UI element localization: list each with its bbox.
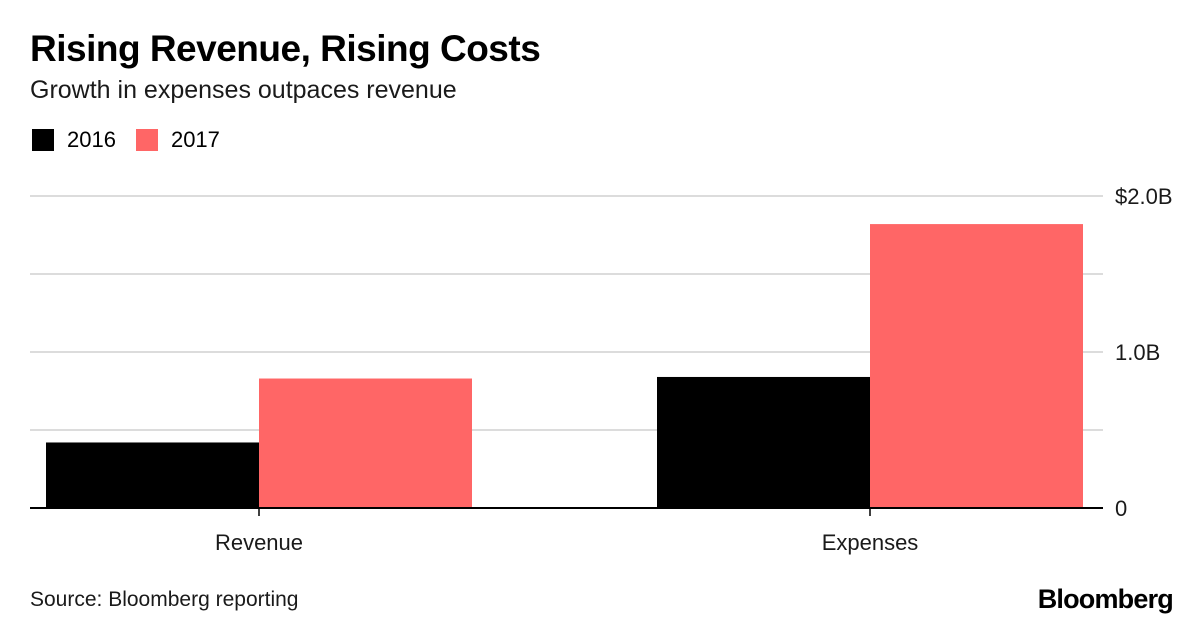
legend-label-2016: 2016 — [67, 127, 116, 152]
bar-2016-revenue — [46, 442, 259, 508]
bar-2017-expenses — [870, 224, 1083, 508]
legend-item-2016: 2016 — [32, 127, 116, 153]
x-tick-label-expenses: Expenses — [822, 530, 919, 555]
bar-2016-expenses — [657, 376, 870, 508]
chart-title: Rising Revenue, Rising Costs — [30, 28, 541, 69]
legend-swatch-2016 — [32, 129, 54, 151]
y-tick-label-2: $2.0B — [1115, 184, 1173, 209]
source-note: Source: Bloomberg reporting — [30, 588, 299, 611]
bloomberg-logo: Bloomberg — [1037, 584, 1174, 614]
x-tick-label-revenue: Revenue — [215, 530, 303, 555]
y-tick-label-1: 1.0B — [1115, 340, 1160, 365]
legend-item-2017: 2017 — [135, 127, 220, 153]
legend: 2016 2017 — [32, 127, 240, 153]
chart-subtitle: Growth in expenses outpaces revenue — [30, 76, 457, 104]
y-tick-label-0: 0 — [1115, 496, 1127, 521]
legend-swatch-2017 — [135, 129, 158, 151]
legend-label-2017: 2017 — [170, 127, 220, 152]
bar-2017-revenue — [259, 378, 472, 508]
